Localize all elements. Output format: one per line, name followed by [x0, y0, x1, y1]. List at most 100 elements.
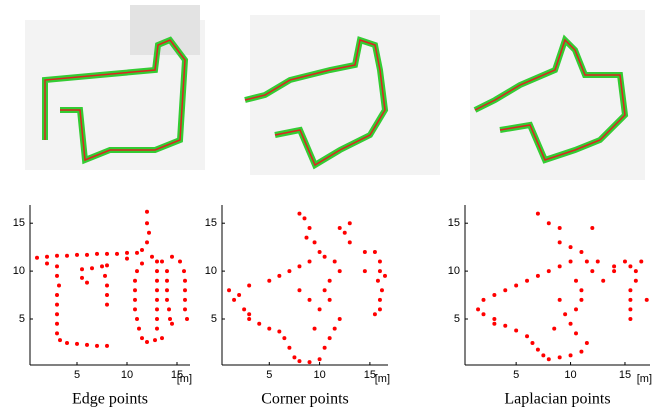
- data-point: [541, 353, 546, 358]
- data-point: [503, 288, 508, 293]
- data-point: [57, 283, 61, 288]
- data-point: [90, 266, 94, 271]
- y-tick-label: 15: [13, 217, 25, 229]
- data-point: [492, 317, 497, 322]
- data-point: [65, 340, 69, 345]
- data-point: [75, 252, 79, 257]
- data-point: [327, 297, 332, 302]
- data-point: [568, 259, 573, 264]
- data-point: [55, 253, 59, 258]
- trajectory: [474, 38, 626, 161]
- y-tick-label: 5: [454, 313, 460, 325]
- y-tick-label: 5: [211, 313, 217, 325]
- data-point: [95, 343, 99, 348]
- y-tick-label: 15: [448, 217, 460, 229]
- data-point: [342, 230, 347, 235]
- data-point: [105, 293, 109, 298]
- data-point: [628, 307, 633, 312]
- caption: Corner points: [261, 391, 349, 408]
- data-point: [165, 288, 169, 293]
- data-point: [612, 264, 617, 269]
- data-point: [317, 307, 322, 312]
- data-point: [133, 297, 137, 302]
- data-point: [535, 347, 540, 352]
- y-tick-label: 15: [205, 217, 217, 229]
- data-point: [514, 283, 519, 288]
- data-point: [65, 253, 69, 258]
- data-point: [579, 349, 584, 354]
- data-point: [322, 345, 327, 350]
- data-point: [546, 357, 551, 362]
- data-point: [133, 288, 137, 293]
- data-point: [312, 240, 317, 245]
- data-point: [327, 278, 332, 283]
- data-point: [644, 297, 649, 302]
- data-point: [150, 254, 154, 259]
- data-point: [105, 251, 109, 256]
- data-point: [95, 251, 99, 256]
- data-point: [287, 345, 292, 350]
- data-point: [155, 288, 159, 293]
- data-point: [100, 264, 104, 269]
- data-point: [257, 321, 262, 326]
- data-point: [568, 245, 573, 250]
- data-point: [75, 341, 79, 346]
- trajectory: [44, 39, 186, 162]
- data-point: [546, 269, 551, 274]
- data-point: [317, 357, 322, 362]
- data-point: [552, 326, 557, 331]
- data-point: [182, 269, 186, 274]
- data-point: [297, 264, 302, 269]
- data-point: [170, 321, 174, 326]
- data-point: [155, 259, 159, 264]
- data-point: [137, 326, 141, 331]
- data-point: [525, 278, 530, 283]
- data-point: [297, 359, 302, 364]
- data-point: [382, 273, 387, 278]
- data-point: [183, 297, 187, 302]
- data-point: [322, 288, 327, 293]
- data-point: [377, 269, 382, 274]
- data-point: [45, 261, 49, 266]
- data-point: [55, 293, 59, 298]
- data-point: [628, 264, 633, 269]
- data-point: [45, 254, 49, 259]
- data-point: [476, 307, 481, 312]
- data-point: [628, 297, 633, 302]
- x-tick-label: 5: [74, 369, 80, 381]
- data-point: [147, 230, 151, 235]
- x-axis-label: [m]: [177, 373, 192, 385]
- data-point: [375, 278, 380, 283]
- x-tick-label: 15: [171, 369, 183, 381]
- data-point: [492, 293, 497, 298]
- data-point: [579, 249, 584, 254]
- data-point: [267, 326, 272, 331]
- data-point: [237, 293, 242, 298]
- data-point: [297, 211, 302, 216]
- data-point: [322, 254, 327, 259]
- data-point: [595, 259, 600, 264]
- x-tick-label: 10: [121, 369, 133, 381]
- data-point: [546, 221, 551, 226]
- data-point: [327, 336, 332, 341]
- y-tick-label: 10: [205, 265, 217, 277]
- data-point: [140, 248, 144, 253]
- data-point: [601, 278, 606, 283]
- data-point: [590, 225, 595, 230]
- data-point: [347, 221, 352, 226]
- map-background: [130, 5, 200, 55]
- data-point: [55, 312, 59, 317]
- data-point: [267, 278, 272, 283]
- data-point: [155, 326, 159, 331]
- x-tick-label: 15: [619, 369, 631, 381]
- data-point: [307, 225, 312, 230]
- data-point: [514, 328, 519, 333]
- data-point: [242, 307, 247, 312]
- data-point: [292, 355, 297, 360]
- data-point: [584, 340, 589, 345]
- data-point: [170, 254, 174, 259]
- data-point: [55, 302, 59, 307]
- data-point: [372, 312, 377, 317]
- data-point: [55, 331, 59, 336]
- data-point: [85, 252, 89, 257]
